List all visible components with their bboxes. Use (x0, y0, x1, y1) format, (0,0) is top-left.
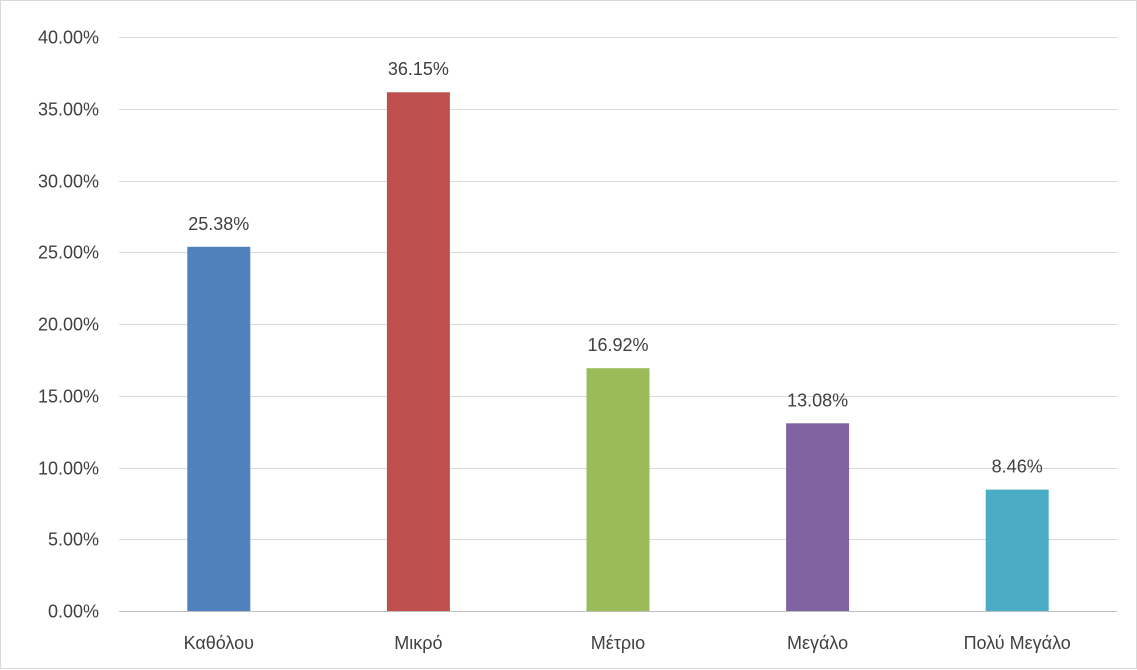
data-label: 8.46% (992, 457, 1043, 477)
x-tick-label: Μέτριο (591, 633, 645, 653)
bar (786, 423, 850, 611)
y-tick-label: 30.00% (38, 172, 99, 192)
y-tick-label: 35.00% (38, 100, 99, 120)
bar (187, 246, 251, 611)
x-tick-label: Μεγάλο (787, 633, 848, 653)
bar (586, 368, 650, 611)
bar (386, 92, 450, 611)
y-tick-label: 0.00% (48, 602, 99, 622)
x-tick-label: Καθόλου (184, 633, 254, 653)
y-tick-label: 5.00% (48, 530, 99, 550)
bar (985, 489, 1049, 611)
gridlines (119, 37, 1117, 612)
y-tick-label: 10.00% (38, 459, 99, 479)
bars (187, 92, 1049, 611)
y-tick-label: 40.00% (38, 28, 99, 48)
x-tick-label: Πολύ Μεγάλο (964, 633, 1071, 653)
x-tick-label: Μικρό (394, 633, 442, 653)
x-axis-ticks: Καθόλου Μικρό Μέτριο Μεγάλο Πολύ Μεγάλο (184, 633, 1071, 653)
y-tick-label: 15.00% (38, 387, 99, 407)
y-axis-ticks: 0.00% 5.00% 10.00% 15.00% 20.00% 25.00% 30.00%… (38, 28, 99, 622)
y-tick-label: 25.00% (38, 243, 99, 263)
data-label: 36.15% (388, 59, 449, 79)
data-label: 25.38% (188, 214, 249, 234)
data-labels: 25.38% 36.15% 16.92% 13.08% 8.46% (188, 59, 1042, 476)
data-label: 13.08% (787, 390, 848, 410)
y-tick-label: 20.00% (38, 315, 99, 335)
data-label: 16.92% (587, 335, 648, 355)
